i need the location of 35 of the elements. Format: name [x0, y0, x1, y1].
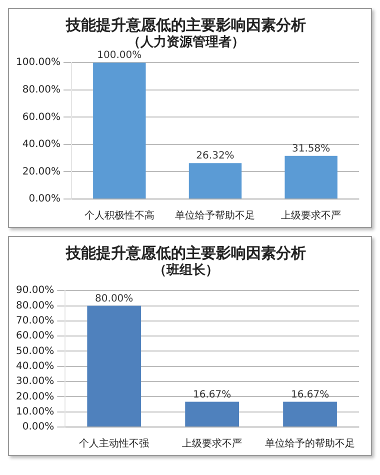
y-tick-label: 40.00%: [16, 360, 54, 372]
bar: [93, 62, 146, 198]
x-tick-label: 个人积极性不高: [84, 210, 154, 222]
y-tick-label: 0.00%: [28, 194, 60, 205]
data-label: 16.67%: [192, 389, 232, 400]
y-tick-label: 70.00%: [16, 316, 54, 327]
chart-subtitle: （班组长）: [154, 263, 218, 278]
y-tick-label: 80.00%: [22, 84, 60, 96]
x-tick-label: 单位给予帮助不足: [175, 210, 256, 222]
chart-title: 技能提升意愿低的主要影响因素分析: [65, 16, 306, 34]
chart-title: 技能提升意愿低的主要影响因素分析: [65, 244, 306, 262]
y-tick-label: 90.00%: [16, 285, 54, 296]
y-tick-label: 80.00%: [16, 300, 54, 312]
y-tick-label: 60.00%: [16, 330, 54, 342]
data-label: 26.32%: [196, 150, 234, 162]
x-tick-label: 个人主动性不强: [79, 438, 150, 450]
x-tick-label: 单位给予的帮助不足: [265, 438, 356, 450]
data-label: 31.58%: [292, 144, 330, 155]
bar: [284, 156, 338, 198]
bar: [188, 163, 242, 198]
x-tick-label: 上级要求不严: [182, 438, 242, 450]
y-tick-label: 10.00%: [16, 406, 54, 418]
y-tick-label: 0.00%: [22, 422, 54, 433]
y-tick-label: 20.00%: [16, 391, 54, 402]
x-tick-label: 上级要求不严: [281, 210, 342, 222]
data-label: 16.67%: [290, 389, 330, 400]
y-tick-label: 60.00%: [22, 112, 60, 123]
data-label: 100.00%: [97, 50, 142, 62]
y-tick-label: 100.00%: [16, 57, 60, 68]
chart-subtitle: （人力资源管理者）: [128, 35, 244, 50]
y-tick-label: 40.00%: [22, 139, 60, 150]
y-tick-label: 50.00%: [16, 346, 54, 357]
data-label: 80.00%: [95, 293, 134, 304]
y-tick-label: 30.00%: [16, 376, 54, 388]
y-tick-label: 20.00%: [22, 166, 60, 178]
